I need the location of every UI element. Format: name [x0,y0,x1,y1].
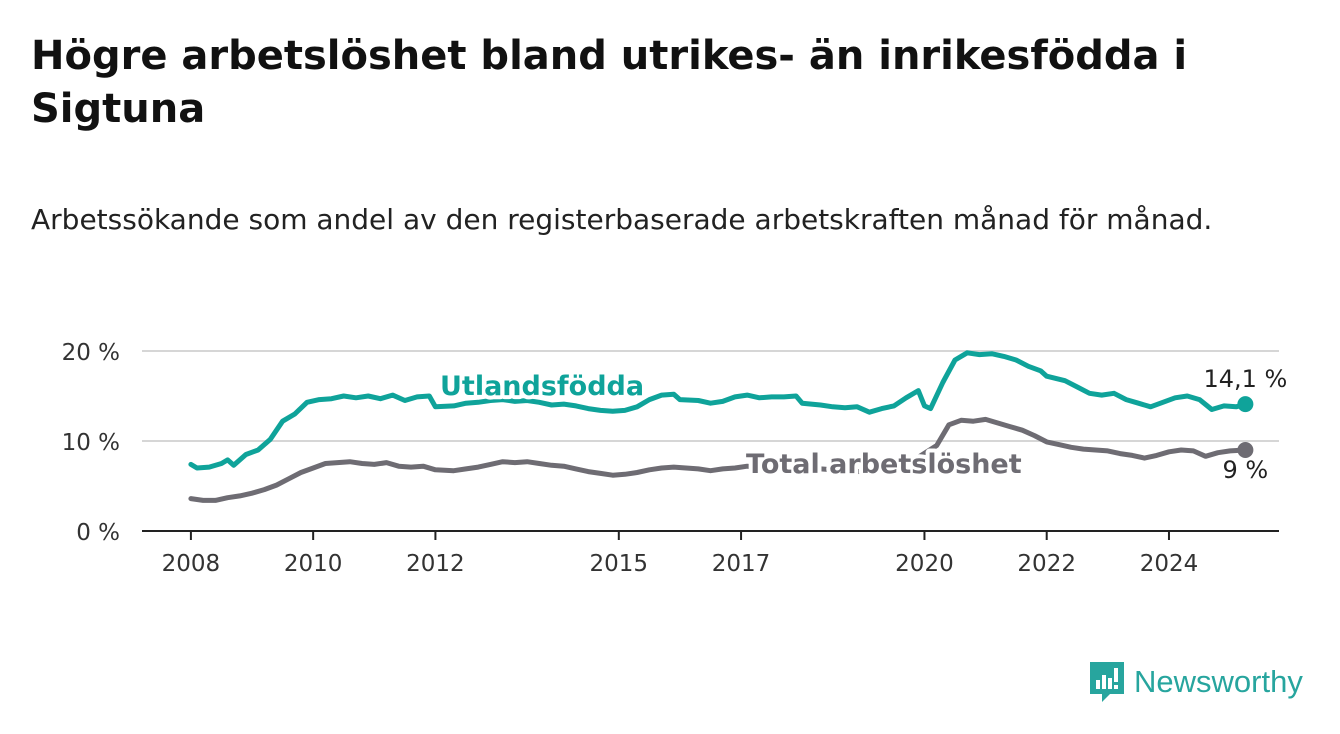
x-tick-label: 2015 [590,551,649,577]
series-name-label: Utlandsfödda [440,371,644,402]
series-name-label: Total arbetslöshet [746,449,1022,480]
x-tick-label: 2017 [712,551,771,577]
series-end-point [1237,442,1254,458]
y-tick-label: 10 % [62,430,120,456]
x-tick-label: 2024 [1140,551,1199,577]
x-tick-label: 2010 [284,551,343,577]
newsworthy-logo: Newsworthy [1088,660,1303,704]
series-lines [188,350,1254,503]
x-tick-label: 2020 [895,551,954,577]
x-tick-label: 2012 [406,551,465,577]
x-tick-label: 2022 [1017,551,1076,577]
x-tick-label: 2008 [162,551,221,577]
series-line [188,416,1248,503]
y-tick-label: 20 % [62,340,120,366]
series-labels: 14,1 % 9 % Utlandsfödda Total arbetslöshet [436,365,1287,484]
y-axis-ticks: 0 % 10 % 20 % [62,340,120,546]
series-end-point [1237,396,1254,413]
series-line [188,350,1248,471]
brand-name: Newsworthy [1134,664,1303,699]
chart-subtitle: Arbetssökande som andel av den registerb… [31,203,1213,236]
series-end-label: 9 % [1223,456,1269,484]
series-end-label: 14,1 % [1203,365,1287,393]
x-axis-ticks: 2008 2010 2012 2015 2017 2020 2022 2024 [142,530,1279,577]
chart-title: Högre arbetslöshet bland utrikes- än inr… [31,33,1188,132]
y-tick-label: 0 % [76,520,120,546]
grid-lines [142,350,1279,442]
newsworthy-logo-icon [1090,662,1124,702]
